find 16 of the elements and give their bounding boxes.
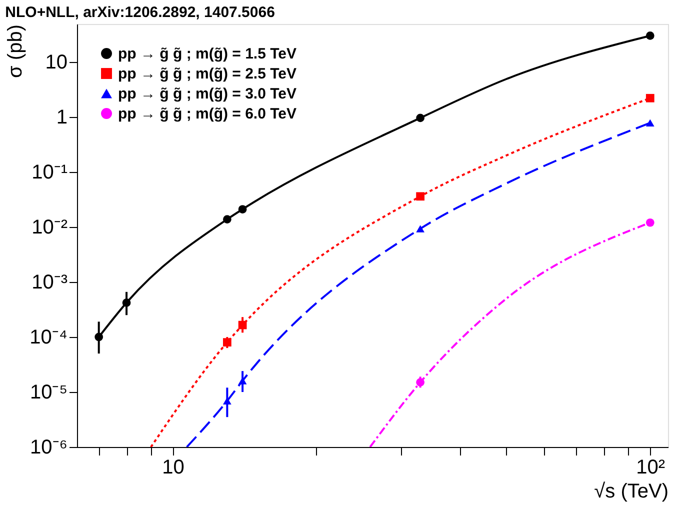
y-axis-title: σ (pb) bbox=[4, 24, 27, 78]
y-tick-label: 10 bbox=[45, 51, 68, 74]
y-tick-label: 1 bbox=[56, 106, 68, 128]
y-tick-label: 10⁻¹ bbox=[32, 161, 68, 184]
legend-label: pp → g̃ g̃ ; m(g̃) = 6.0 TeV bbox=[118, 106, 296, 122]
y-tick-label: 10⁻³ bbox=[32, 271, 68, 294]
legend-label: pp → g̃ g̃ ; m(g̃) = 3.0 TeV bbox=[118, 86, 296, 102]
y-tick-label: 10⁻⁵ bbox=[30, 381, 68, 404]
legend-label: pp → g̃ g̃ ; m(g̃) = 2.5 TeV bbox=[118, 66, 296, 82]
x-axis-title: √s (TeV) bbox=[594, 480, 668, 502]
y-tick-label: 10⁻² bbox=[32, 216, 68, 238]
x-tick-label: 10² bbox=[636, 456, 666, 478]
y-tick-label: 10⁻⁴ bbox=[30, 326, 68, 348]
legend-label: pp → g̃ g̃ ; m(g̃) = 1.5 TeV bbox=[118, 46, 296, 62]
y-tick-label: 10⁻⁶ bbox=[30, 436, 68, 458]
chart-title: NLO+NLL, arXiv:1206.2892, 1407.5066 bbox=[5, 4, 275, 21]
